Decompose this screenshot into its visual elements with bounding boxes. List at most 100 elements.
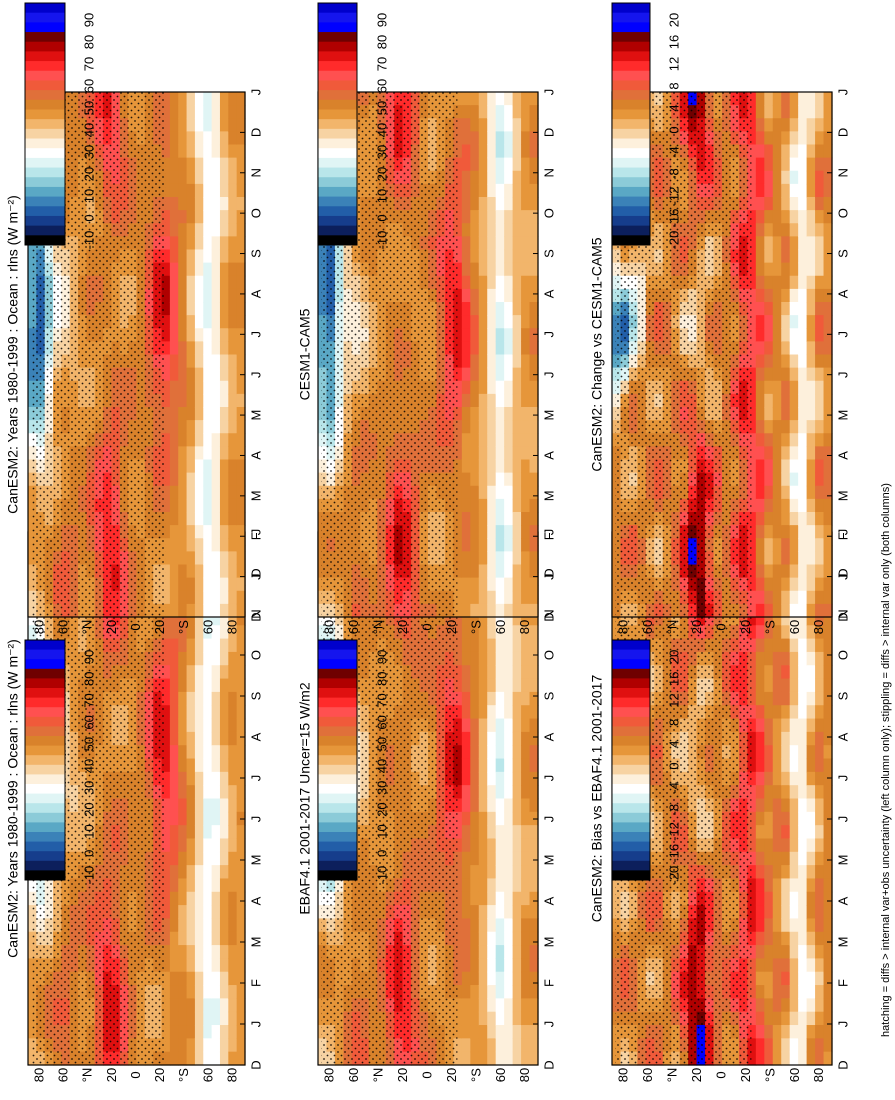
heat-cell	[194, 851, 204, 866]
heat-cell	[161, 705, 171, 720]
heat-cell	[487, 262, 497, 277]
heat-cell	[470, 328, 480, 342]
heat-cell	[194, 931, 204, 946]
heat-cell	[495, 958, 505, 973]
colorbar-label: 20	[374, 167, 389, 181]
heat-cell	[478, 564, 488, 579]
heat-cell	[521, 380, 531, 395]
heat-cell	[470, 459, 480, 474]
heat-cell	[487, 638, 497, 653]
heat-cell	[495, 472, 505, 487]
heat-cell	[461, 105, 471, 119]
heat-cell	[211, 878, 221, 893]
heat-cell	[487, 577, 497, 592]
heat-cell	[487, 92, 497, 106]
heat-cell	[504, 393, 514, 408]
heat-cell	[203, 678, 213, 693]
heat-cell	[211, 958, 221, 973]
heat-cell	[495, 367, 505, 382]
heat-cell	[219, 328, 229, 342]
heat-cell	[236, 891, 246, 906]
heat-cell	[495, 878, 505, 893]
panel-title: CanESM2: Years 1980-1999 : Ocean : rlns …	[5, 195, 21, 514]
month-tick-label: A	[248, 451, 263, 460]
heat-cell	[470, 485, 480, 500]
heat-cell	[203, 1025, 213, 1039]
heat-cell	[461, 825, 471, 840]
heat-cell	[228, 590, 238, 605]
heat-cell	[504, 472, 514, 487]
heat-cell	[495, 92, 505, 106]
heat-cell	[512, 354, 522, 369]
heat-cell	[495, 118, 505, 132]
heat-cell	[161, 341, 171, 356]
heat-cell	[453, 223, 463, 237]
heat-cell	[228, 1038, 238, 1053]
heat-cell	[487, 718, 497, 733]
heat-cell	[219, 197, 229, 211]
heat-cell	[529, 625, 539, 640]
heat-cell	[487, 1051, 497, 1066]
heat-cell	[219, 758, 229, 773]
heat-cell	[461, 785, 471, 800]
heat-cell	[169, 865, 179, 880]
heat-cell	[219, 998, 229, 1013]
heat-cell	[211, 288, 221, 303]
heat-cell	[512, 1038, 522, 1053]
heat-cell	[203, 459, 213, 474]
heat-cell	[470, 407, 480, 421]
heat-cell	[178, 118, 188, 132]
heat-cell	[169, 638, 179, 653]
heat-cell	[512, 651, 522, 666]
heat-cell	[470, 865, 480, 880]
heat-cell	[178, 745, 188, 760]
heat-cell	[487, 393, 497, 408]
heat-cell	[219, 367, 229, 382]
heat-cell	[529, 838, 539, 853]
heat-cell	[211, 485, 221, 500]
heat-cell	[211, 551, 221, 566]
heat-cell	[194, 236, 204, 251]
heat-cell	[161, 472, 171, 487]
heat-cell	[228, 1025, 238, 1039]
heat-cell	[194, 590, 204, 605]
heat-cell	[487, 1038, 497, 1053]
heat-cell	[504, 551, 514, 566]
colorbar-label: -10	[81, 866, 96, 885]
heat-cell	[219, 971, 229, 986]
heat-cell	[478, 236, 488, 251]
heat-cell	[203, 341, 213, 356]
heat-cell	[478, 472, 488, 487]
heat-cell	[186, 691, 196, 706]
heat-cell	[219, 210, 229, 224]
heat-cell	[228, 691, 238, 706]
heat-cell	[529, 170, 539, 185]
heat-cell	[194, 472, 204, 487]
month-tick-label: J	[248, 331, 263, 338]
heat-cell	[470, 380, 480, 395]
colorbar-swatch	[25, 119, 65, 130]
heat-cell	[470, 851, 480, 866]
colorbar-swatch	[25, 860, 65, 871]
heat-cell	[219, 407, 229, 421]
heat-cell	[478, 758, 488, 773]
heat-cell	[186, 328, 196, 342]
heat-cell	[470, 131, 480, 146]
heat-cell	[487, 651, 497, 666]
colorbar-label: 10	[81, 824, 96, 838]
heat-cell	[521, 811, 531, 826]
heat-cell	[461, 838, 471, 853]
heat-cell	[236, 918, 246, 933]
heat-cell	[512, 590, 522, 605]
colorbar-swatch	[25, 90, 65, 101]
heat-cell	[470, 354, 480, 369]
heat-cell	[194, 638, 204, 653]
heat-cell	[495, 1025, 505, 1039]
heat-cell	[529, 577, 539, 592]
colorbar-swatch	[25, 774, 65, 785]
heat-cell	[504, 825, 514, 840]
colorbar-swatch	[318, 784, 357, 794]
heat-cell	[236, 525, 246, 539]
heat-cell	[219, 825, 229, 840]
colorbar-swatch	[25, 640, 65, 650]
